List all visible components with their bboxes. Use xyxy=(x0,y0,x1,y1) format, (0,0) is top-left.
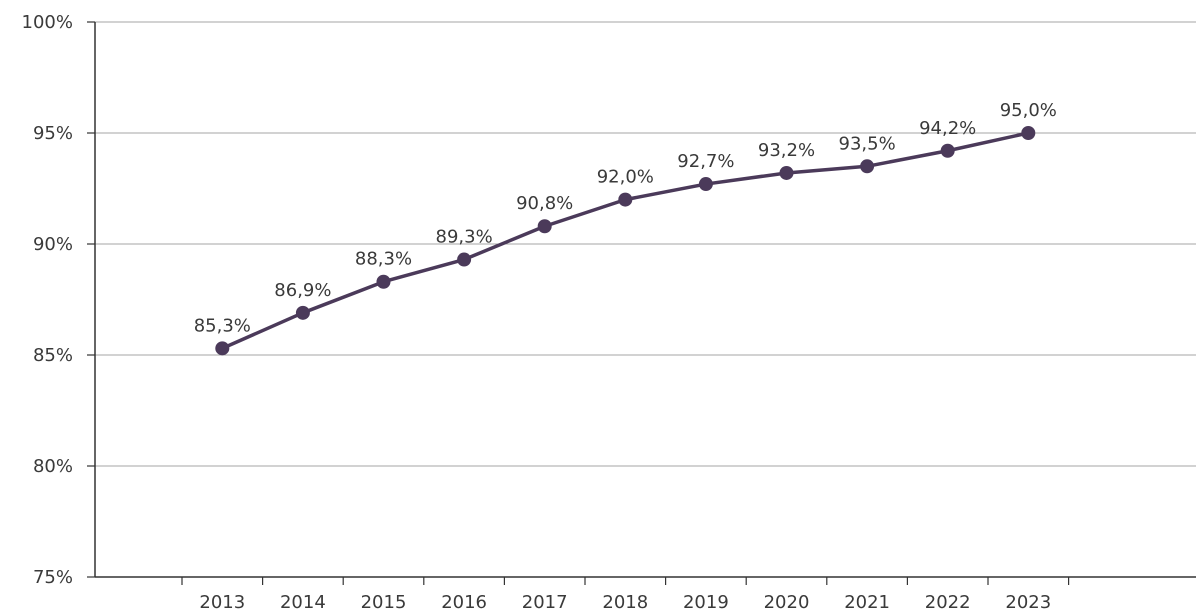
data-point xyxy=(537,219,552,234)
y-tick-label: 80% xyxy=(33,456,73,477)
gridlines xyxy=(95,21,1196,467)
x-tick-label: 2023 xyxy=(1005,592,1051,611)
data-point xyxy=(779,165,794,180)
x-tick-label: 2020 xyxy=(764,592,810,611)
data-label: 88,3% xyxy=(355,249,412,270)
x-tick-label: 2015 xyxy=(361,592,407,611)
data-label: 92,7% xyxy=(677,151,734,172)
axes xyxy=(87,21,1196,585)
data-point xyxy=(457,252,472,267)
y-tick-label: 90% xyxy=(33,234,73,255)
data-point xyxy=(618,192,633,207)
x-tick-labels: 2013 2014 2015 2016 2017 2018 2019 2020 2021 2022… xyxy=(199,592,1051,611)
x-tick-label: 2016 xyxy=(441,592,487,611)
data-label: 92,0% xyxy=(597,167,654,188)
x-tick-label: 2018 xyxy=(602,592,648,611)
x-tick-label: 2014 xyxy=(280,592,326,611)
data-label: 93,5% xyxy=(839,133,896,154)
y-tick-labels: 75% 80% 85% 90% 95% 100% xyxy=(22,12,73,588)
data-points xyxy=(215,126,1036,356)
data-label: 93,2% xyxy=(758,140,815,161)
y-tick-label: 95% xyxy=(33,123,73,144)
series-line xyxy=(220,131,1031,351)
x-tick-label: 2021 xyxy=(844,592,890,611)
y-tick-label: 100% xyxy=(22,12,73,33)
data-point xyxy=(698,177,713,192)
data-label: 85,3% xyxy=(194,315,251,336)
data-label: 94,2% xyxy=(919,118,976,139)
data-label: 89,3% xyxy=(436,227,493,248)
data-point xyxy=(376,274,391,289)
data-point xyxy=(940,143,955,158)
data-label: 90,8% xyxy=(516,193,573,214)
x-tick-label: 2017 xyxy=(522,592,568,611)
x-tick-label: 2022 xyxy=(925,592,971,611)
y-tick-label: 75% xyxy=(33,567,73,588)
series-line-group xyxy=(220,131,1031,351)
x-tick-label: 2013 xyxy=(199,592,245,611)
y-tick-label: 85% xyxy=(33,345,73,366)
data-label: 86,9% xyxy=(274,280,331,301)
data-point xyxy=(295,305,310,320)
x-tick-label: 2019 xyxy=(683,592,729,611)
data-label: 95,0% xyxy=(1000,100,1057,121)
data-point xyxy=(1021,126,1036,140)
data-labels: 85,3% 86,9% 88,3% 89,3% 90,8% 92,0% 92,7% 93,2%… xyxy=(194,100,1057,336)
data-point xyxy=(860,159,875,174)
data-point xyxy=(215,341,230,356)
